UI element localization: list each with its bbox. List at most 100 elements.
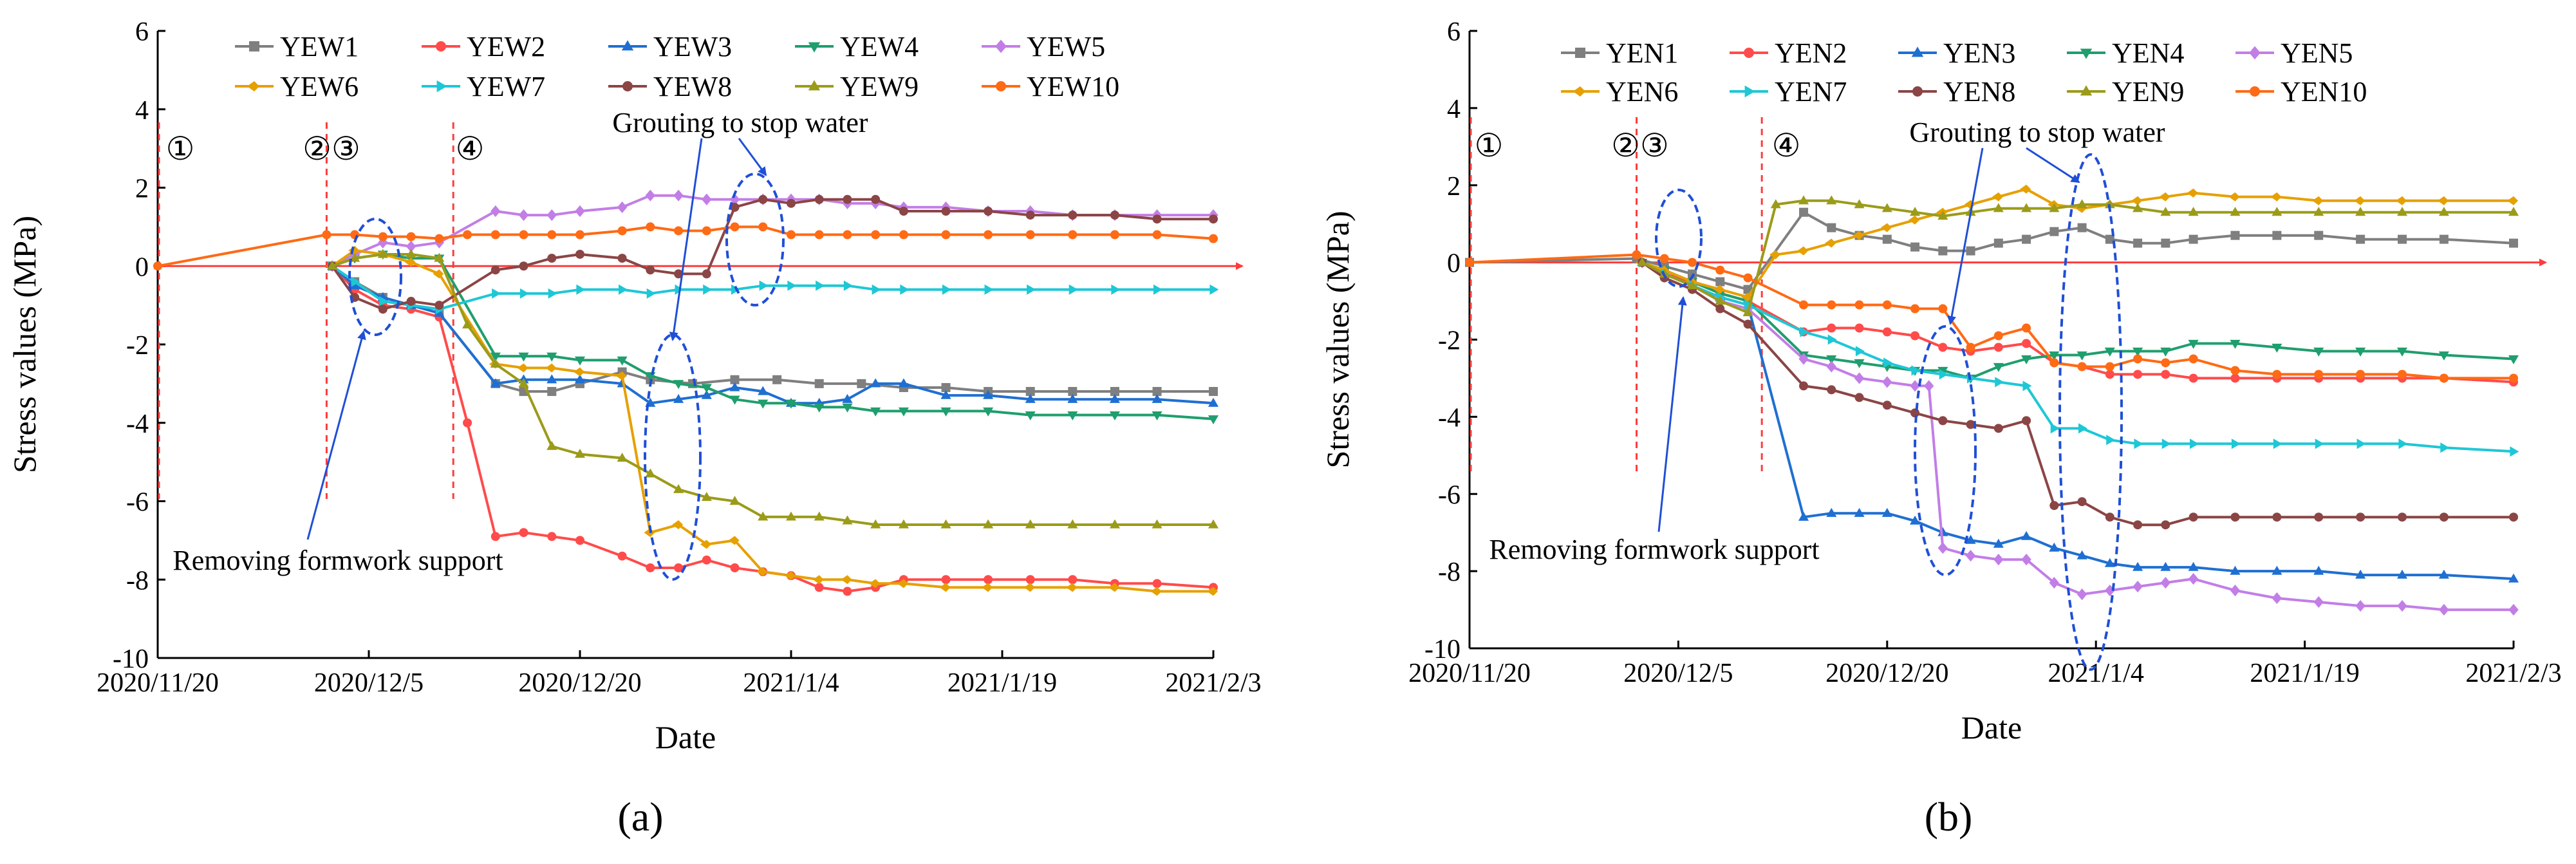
data-point bbox=[490, 230, 500, 239]
data-point bbox=[2356, 234, 2366, 244]
x-tick-label: 2020/12/20 bbox=[518, 668, 641, 698]
legend-swatch-marker bbox=[1575, 48, 1585, 58]
stage-label: ④ bbox=[456, 131, 485, 167]
data-point bbox=[2272, 343, 2282, 353]
data-point bbox=[843, 280, 853, 291]
data-point bbox=[2188, 561, 2199, 571]
data-point bbox=[814, 583, 824, 592]
data-point bbox=[759, 280, 769, 291]
data-point bbox=[1208, 415, 1219, 425]
data-point bbox=[1207, 587, 1218, 596]
data-point bbox=[942, 284, 951, 295]
data-point bbox=[787, 280, 797, 291]
data-point bbox=[899, 230, 908, 239]
data-point bbox=[1798, 353, 1809, 365]
data-point bbox=[2189, 373, 2198, 383]
series-YEN7 bbox=[1638, 257, 2519, 457]
data-point bbox=[857, 379, 866, 388]
legend-label: YEN1 bbox=[1606, 37, 1678, 69]
data-point bbox=[2049, 501, 2059, 511]
data-point bbox=[785, 571, 796, 581]
data-point bbox=[1799, 381, 1809, 391]
data-point bbox=[1068, 575, 1078, 585]
legend-item: YEW4 bbox=[795, 31, 919, 62]
data-point bbox=[702, 226, 711, 236]
data-point bbox=[1025, 230, 1035, 239]
highlight-ellipse bbox=[2058, 153, 2123, 671]
data-point bbox=[2396, 347, 2408, 357]
data-point bbox=[1881, 223, 1892, 232]
data-point bbox=[941, 382, 951, 392]
data-point bbox=[547, 254, 557, 263]
data-point bbox=[574, 374, 586, 384]
data-point bbox=[2105, 512, 2114, 522]
data-point bbox=[1770, 199, 1781, 209]
y-tick-label: 6 bbox=[135, 17, 149, 47]
data-point bbox=[575, 536, 584, 545]
data-point bbox=[674, 563, 684, 572]
annotation-removing-formwork: Removing formwork support bbox=[173, 545, 503, 576]
legend-swatch-marker bbox=[995, 39, 1007, 53]
series-YEN10 bbox=[1465, 250, 2518, 383]
data-point bbox=[574, 449, 586, 458]
data-point bbox=[546, 209, 557, 221]
data-point bbox=[1637, 257, 1648, 267]
data-point bbox=[350, 230, 360, 239]
data-point bbox=[646, 222, 655, 232]
data-point bbox=[2020, 184, 2031, 194]
data-point bbox=[1854, 300, 1864, 310]
data-point bbox=[2049, 351, 2060, 361]
legend-swatch-marker bbox=[247, 81, 259, 91]
data-point bbox=[1068, 387, 1078, 397]
data-point bbox=[1854, 323, 1864, 333]
data-point bbox=[2077, 223, 2087, 232]
data-point bbox=[1910, 380, 1920, 392]
data-point bbox=[2272, 565, 2282, 575]
data-point bbox=[814, 511, 825, 521]
data-point bbox=[2230, 373, 2240, 383]
data-point bbox=[674, 226, 684, 236]
data-point bbox=[518, 378, 529, 388]
data-point bbox=[984, 230, 993, 239]
data-point bbox=[2438, 351, 2449, 361]
data-point bbox=[1152, 411, 1162, 420]
data-point bbox=[545, 363, 557, 373]
data-point bbox=[1152, 214, 1162, 224]
data-point bbox=[463, 230, 472, 239]
chart-panel-b: -10 -8 -6 -4 -2 0 2 4 6 2020/11/20 2020/12/5 2020/1… bbox=[1320, 17, 2562, 746]
data-point bbox=[2189, 234, 2198, 244]
data-point bbox=[2133, 354, 2143, 364]
data-point bbox=[1025, 393, 1036, 403]
data-point bbox=[2272, 207, 2282, 216]
data-point bbox=[2161, 238, 2170, 248]
data-point bbox=[2133, 203, 2143, 212]
data-point bbox=[2021, 203, 2032, 212]
data-point bbox=[1993, 538, 2004, 548]
data-point bbox=[2273, 438, 2282, 449]
data-point bbox=[2049, 577, 2060, 589]
data-point bbox=[1797, 246, 1809, 256]
legend-label: YEN3 bbox=[1943, 37, 2015, 69]
data-point bbox=[897, 579, 908, 588]
data-point bbox=[940, 390, 951, 399]
data-point bbox=[2077, 351, 2087, 361]
data-point bbox=[2508, 207, 2519, 216]
data-point bbox=[617, 226, 627, 236]
data-point bbox=[404, 258, 416, 267]
x-tick-label: 2021/1/4 bbox=[743, 668, 839, 698]
data-point bbox=[1882, 327, 1892, 337]
legend-label: YEN7 bbox=[1775, 76, 1847, 108]
legend-swatch-marker bbox=[1744, 48, 1754, 58]
data-point bbox=[2105, 584, 2115, 597]
data-point bbox=[2133, 581, 2143, 593]
data-point bbox=[2159, 192, 2170, 202]
x-tick-label: 2020/11/20 bbox=[1408, 659, 1531, 688]
series-YEN8 bbox=[1638, 258, 2518, 530]
y-tick-label: -8 bbox=[126, 566, 149, 596]
legend-item: YEN10 bbox=[2235, 76, 2367, 108]
data-point bbox=[348, 245, 360, 255]
data-point bbox=[2439, 234, 2449, 244]
data-point bbox=[1067, 393, 1078, 403]
data-point bbox=[814, 403, 825, 413]
